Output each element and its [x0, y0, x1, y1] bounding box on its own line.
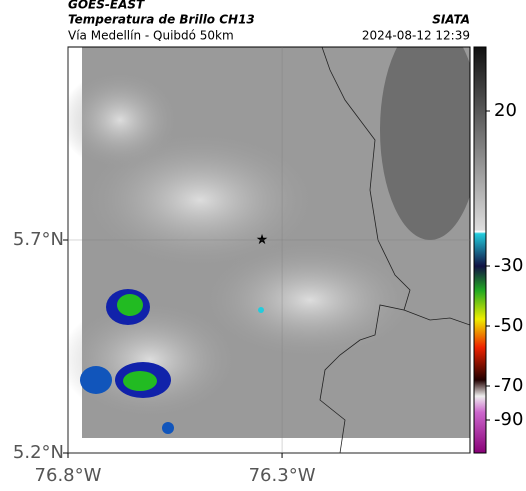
satellite: GOES-EAST: [68, 0, 145, 12]
lon-tick-label: 76.8°W: [35, 465, 102, 486]
colorbar-tick-label: -30: [494, 255, 523, 276]
location: Vía Medellín - Quibdó 50km: [68, 29, 234, 43]
lat-tick-label: 5.2°N: [13, 442, 64, 463]
product: Temperatura de Brillo CH13: [68, 13, 255, 27]
datetime: 2024-08-12 12:39: [362, 29, 470, 43]
colorbar-tick-label: -90: [494, 409, 523, 430]
lon-tick-label: 76.3°W: [249, 465, 316, 486]
colorbar-tick-label: 20: [494, 100, 517, 121]
source: SIATA: [432, 13, 470, 27]
colorbar: [473, 46, 487, 454]
colorbar-tick-label: -70: [494, 375, 523, 396]
satellite-image: ★: [68, 47, 470, 453]
colorbar-tick-label: -50: [494, 315, 523, 336]
lat-tick-label: 5.7°N: [13, 229, 64, 250]
